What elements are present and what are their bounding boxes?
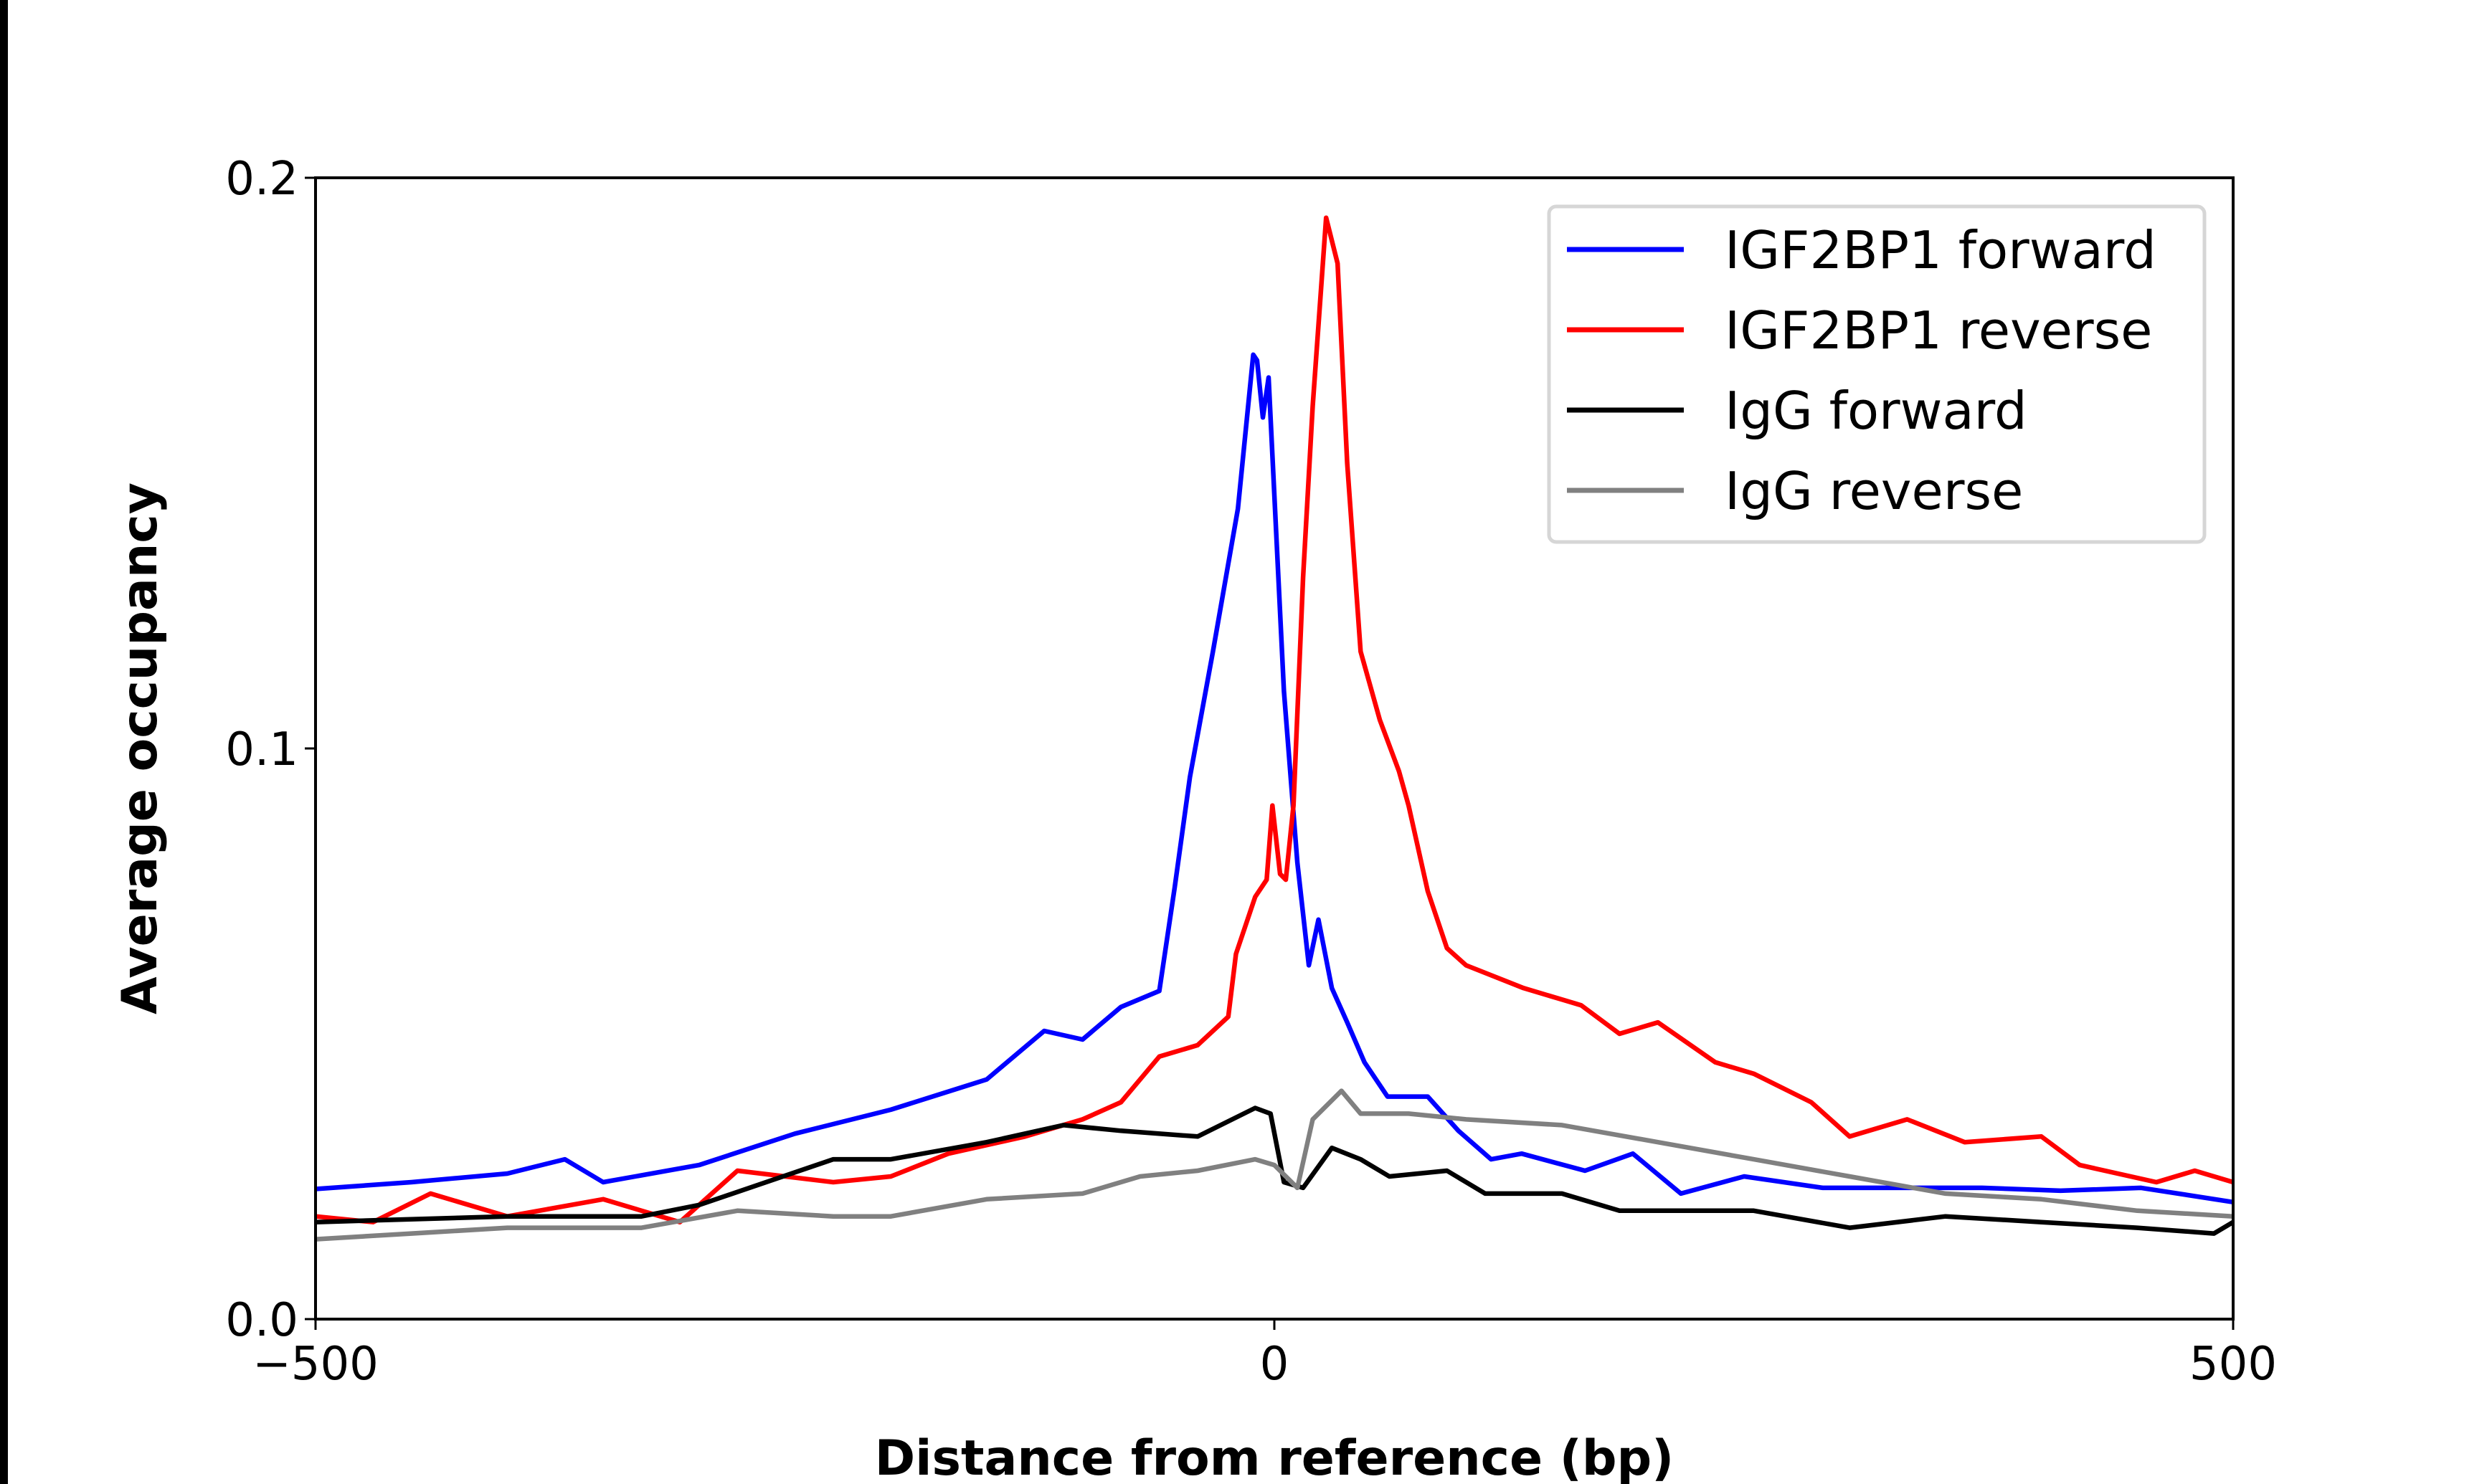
y-tick-label: 0.2: [225, 153, 298, 206]
series-layer: [315, 215, 2235, 1242]
y-tick-label: 0.0: [225, 1294, 298, 1347]
x-tick-label: 0: [1260, 1338, 1289, 1391]
y-tick-label: 0.1: [225, 723, 298, 776]
x-axis-label: Distance from reference (bp): [875, 1430, 1674, 1484]
legend-label: IGF2BP1 reverse: [1725, 300, 2152, 361]
left-edge-border: [0, 0, 8, 1484]
series-line-igf2bp1-forward: [315, 352, 2234, 1205]
legend-label: IgG forward: [1725, 381, 2027, 441]
legend-label: IGF2BP1 forward: [1725, 220, 2156, 280]
y-axis-label: Average occupancy: [112, 482, 169, 1014]
series-line-igf2bp1-reverse: [315, 215, 2234, 1224]
series-line-igg-forward: [315, 1105, 2235, 1236]
x-tick-label: −500: [252, 1338, 379, 1391]
ticks-layer: −500 0 500 0.0 0.1 0.2: [225, 153, 2277, 1391]
legend-box: [1547, 204, 2207, 544]
legend-label: IgG reverse: [1725, 461, 2023, 521]
x-tick-label: 500: [2189, 1338, 2277, 1391]
legend: IGF2BP1 forward IGF2BP1 reverse IgG forwar…: [1547, 204, 2207, 544]
series-line-igg-reverse: [315, 1088, 2234, 1242]
